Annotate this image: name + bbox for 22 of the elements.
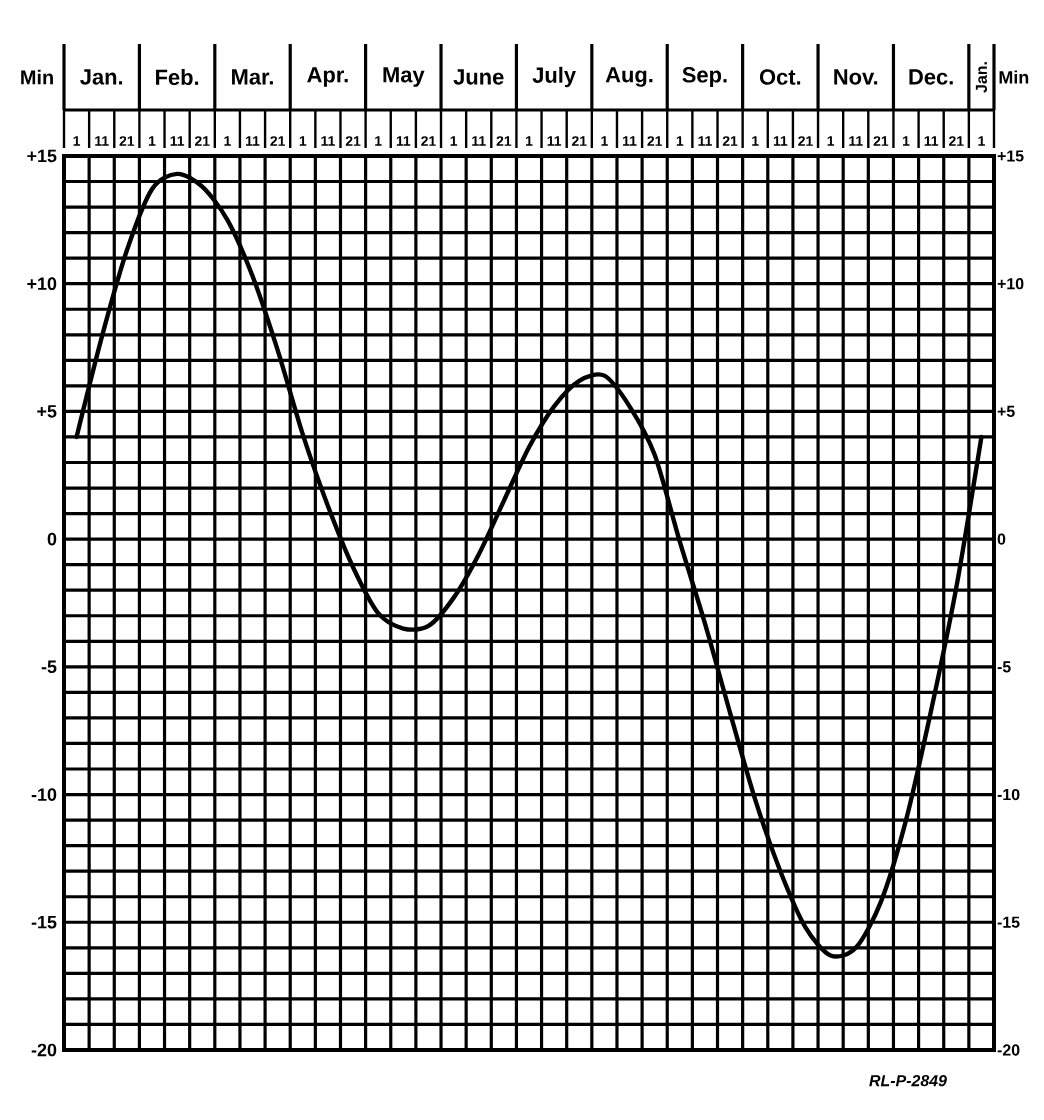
y-axis-title: Min	[21, 69, 53, 85]
text: Sep.	[682, 67, 727, 87]
y-tick-label: -20	[31, 1043, 57, 1057]
text: July	[532, 66, 576, 88]
y-tick-label: +15	[27, 149, 57, 163]
y-tick-label: 0	[47, 532, 57, 546]
y-tick-label: -15	[31, 916, 57, 929]
text: Jan.	[80, 69, 123, 85]
text: May	[383, 67, 425, 87]
text: Feb.	[156, 68, 199, 86]
y-tick-label: -10	[31, 788, 57, 801]
text: Apr.	[307, 67, 348, 87]
text: Nov.	[834, 69, 878, 85]
text: June	[453, 69, 504, 85]
text: Mar.	[232, 69, 273, 85]
y-tick-label: -5	[41, 660, 57, 674]
y2-axis-title: Min	[999, 70, 1029, 84]
text: Oct.	[759, 69, 801, 85]
text: Aug.	[605, 67, 653, 87]
y-tick-label: +5	[37, 405, 57, 418]
y-tick-label: +10	[27, 277, 57, 291]
text: Dec.	[909, 69, 953, 85]
